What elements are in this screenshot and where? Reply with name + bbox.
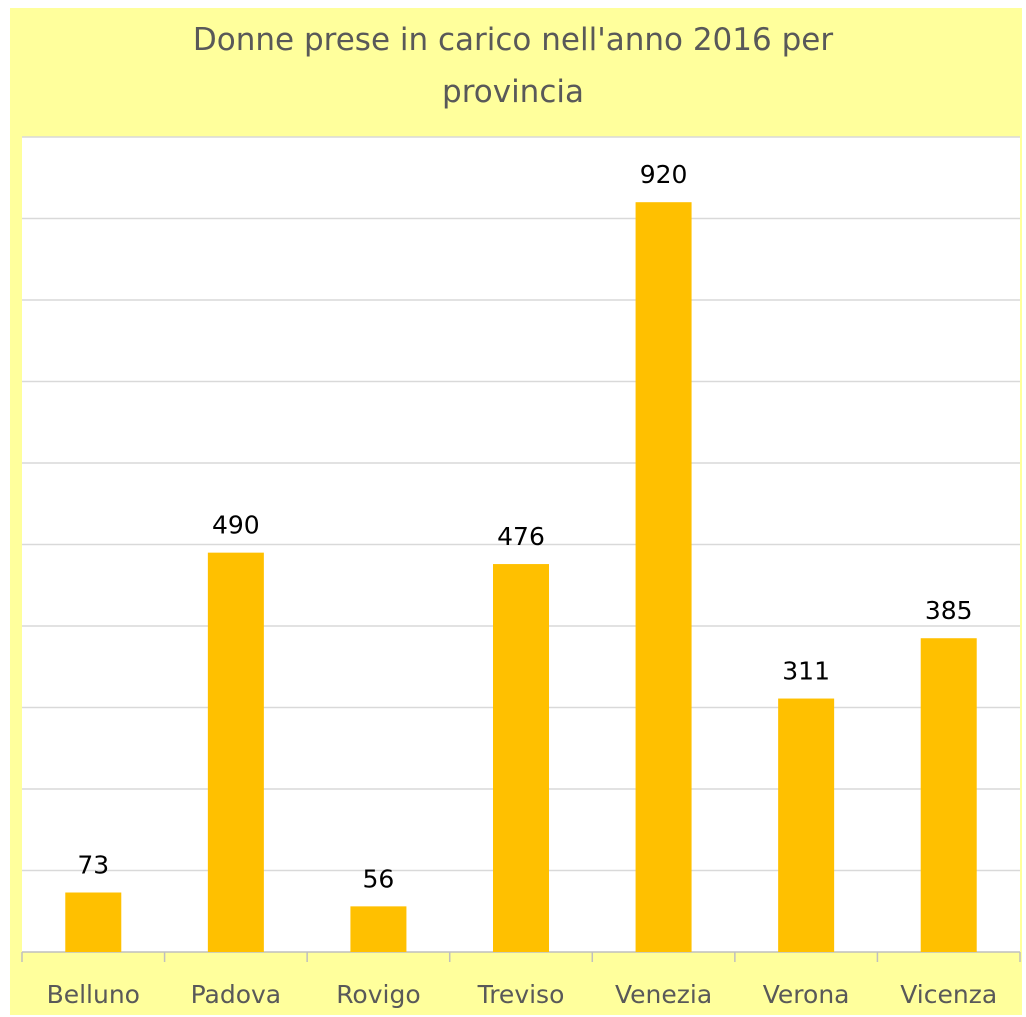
data-label: 311 [782, 657, 830, 686]
bar [493, 564, 549, 952]
bar [635, 202, 692, 952]
data-label: 56 [363, 864, 395, 893]
chart-title: Donne prese in carico nell'anno 2016 per… [192, 22, 834, 110]
data-label: 385 [925, 596, 973, 625]
x-tick-label: Belluno [47, 980, 140, 1009]
data-label: 73 [77, 851, 109, 880]
x-tick-label: Rovigo [336, 980, 420, 1009]
x-tick-label: Venezia [615, 980, 712, 1009]
data-label: 476 [497, 522, 545, 551]
x-tick-label: Padova [191, 980, 282, 1009]
bar [65, 892, 122, 952]
x-tick-label: Verona [763, 980, 850, 1009]
bar [778, 698, 835, 952]
data-label: 920 [640, 160, 688, 189]
bar [207, 552, 264, 952]
bar [920, 638, 977, 952]
data-label: 490 [212, 511, 260, 540]
x-tick-label: Vicenza [900, 980, 997, 1009]
bar [350, 906, 407, 952]
x-tick-label: Treviso [477, 980, 565, 1009]
